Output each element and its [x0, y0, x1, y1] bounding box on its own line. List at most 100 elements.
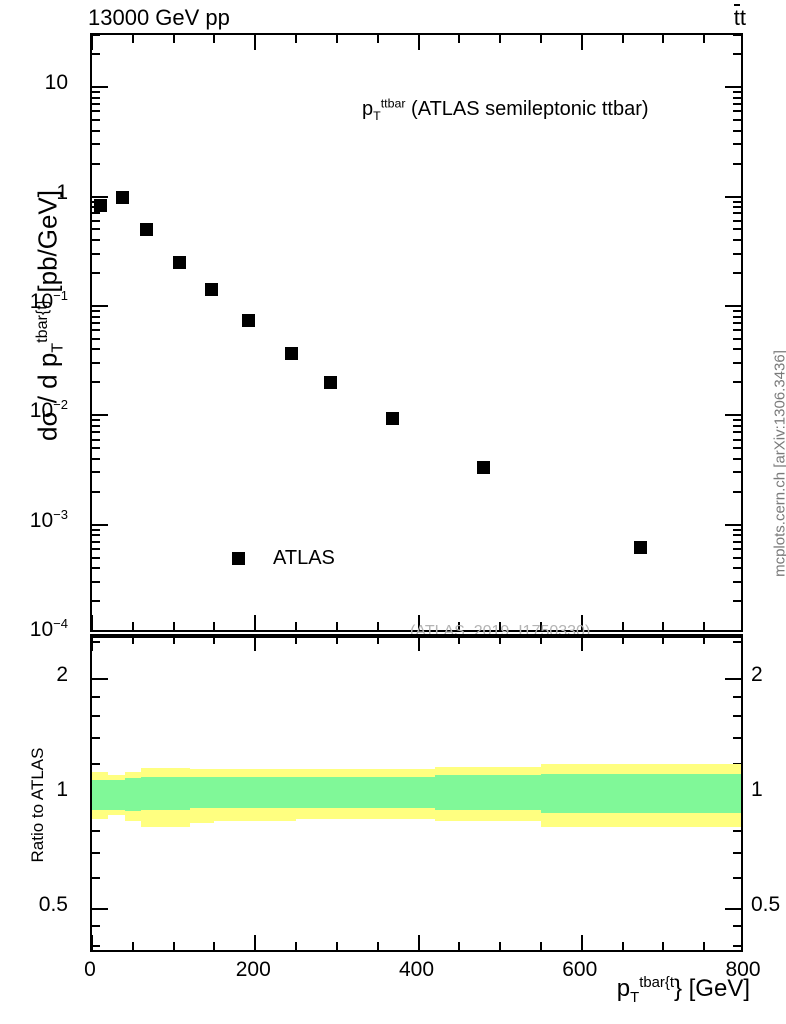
x-tick-top: [295, 35, 298, 43]
y-tick-minor-right: [733, 206, 741, 209]
y-tick-minor-left: [92, 212, 100, 215]
x-tick-bottom: [580, 935, 583, 950]
y-tick-major-left: [92, 523, 108, 526]
x-tick-bottom: [213, 622, 216, 630]
y-tick-minor-left: [92, 580, 100, 583]
ratio-y-tick-label-left: 1: [56, 778, 68, 801]
x-tick-bottom: [499, 622, 502, 630]
ratio-y-tick-major-left: [92, 678, 108, 681]
y-tick-minor-left: [92, 567, 100, 570]
y-tick-minor-right: [733, 91, 741, 94]
ratio-y-tick-minor-right: [733, 641, 741, 644]
x-tick-top: [703, 35, 706, 43]
y-tick-minor-right: [733, 431, 741, 434]
x-tick-top: [376, 636, 379, 644]
y-tick-minor-left: [92, 239, 100, 242]
ratio-y-tick-label-left: 2: [56, 663, 68, 687]
x-tick-bottom: [335, 942, 338, 950]
main-y-tick-label: 10: [44, 71, 68, 95]
y-tick-minor-right: [733, 337, 741, 340]
x-tick-top: [417, 35, 420, 50]
y-tick-minor-left: [92, 381, 100, 384]
ratio-band-inner-green: [140, 776, 166, 810]
y-tick-minor-left: [92, 162, 100, 165]
x-tick-top: [172, 35, 175, 43]
data-point-marker: [115, 191, 129, 205]
data-point-marker: [323, 375, 337, 389]
x-tick-top: [254, 35, 257, 50]
y-tick-minor-right: [733, 212, 741, 215]
main-y-tick-label: 1: [56, 180, 68, 204]
plot-title-rest: (ATLAS semileptonic ttbar): [405, 98, 649, 120]
ratio-band-inner-green: [165, 776, 190, 810]
x-tick-top: [539, 35, 542, 43]
ratio-y-tick-major-left: [92, 907, 108, 910]
x-title-pre: p: [616, 975, 631, 1002]
y-tick-minor-right: [733, 119, 741, 122]
y-tick-minor-right: [733, 381, 741, 384]
ratio-y-tick-minor-left: [92, 695, 100, 698]
y-tick-minor-right: [733, 329, 741, 332]
main-y-tick-label: 10−2: [29, 397, 68, 423]
ratio-plot-area: [92, 636, 741, 950]
ratio-band-inner-green: [540, 773, 623, 814]
ratio-y-tick-minor-left: [92, 944, 100, 947]
y-tick-minor-right: [733, 567, 741, 570]
y-tick-minor-left: [92, 110, 100, 113]
x-tick-bottom: [703, 942, 706, 950]
y-tick-minor-right: [733, 438, 741, 441]
x-tick-bottom: [92, 935, 93, 950]
y-tick-minor-right: [733, 252, 741, 255]
ratio-y-tick-minor-left: [92, 641, 100, 644]
y-tick-minor-right: [733, 309, 741, 312]
ratio-y-tick-label-right: 0.5: [751, 892, 781, 916]
data-point-marker: [93, 199, 107, 213]
y-tick-minor-left: [92, 329, 100, 332]
ratio-y-tick-minor-left: [92, 851, 100, 854]
y-tick-minor-right: [733, 348, 741, 351]
y-tick-minor-right: [733, 35, 741, 36]
y-tick-minor-right: [733, 471, 741, 474]
x-tick-bottom: [662, 622, 665, 630]
legend-label-atlas: ATLAS: [273, 547, 335, 569]
main-y-tick-label: 10−1: [29, 287, 68, 313]
x-tick-bottom: [254, 935, 257, 950]
y-tick-minor-right: [733, 129, 741, 132]
x-tick-top: [92, 636, 93, 651]
y-tick-minor-left: [92, 471, 100, 474]
y-tick-major-right: [725, 414, 741, 417]
x-tick-bottom: [92, 615, 93, 630]
data-point-marker: [634, 540, 648, 554]
y-tick-minor-left: [92, 457, 100, 460]
y-tick-minor-right: [733, 110, 741, 113]
legend: ATLAS: [232, 547, 335, 570]
x-tick-label: 800: [725, 958, 761, 981]
y-tick-minor-left: [92, 129, 100, 132]
x-tick-top: [213, 35, 216, 43]
ratio-band-inner-green: [189, 776, 215, 808]
y-tick-minor-right: [733, 556, 741, 559]
x-tick-bottom: [295, 942, 298, 950]
data-point-marker: [477, 461, 491, 475]
y-tick-minor-right: [733, 103, 741, 106]
data-point-marker: [242, 314, 256, 328]
ratio-band-inner-green: [296, 776, 354, 808]
main-y-tick-label: 10−4: [29, 616, 68, 641]
x-tick-bottom: [131, 942, 134, 950]
ratio-band-inner-green: [238, 776, 297, 808]
x-tick-top: [703, 636, 706, 644]
ratio-band-inner-green: [434, 775, 484, 810]
x-tick-top: [458, 35, 461, 43]
x-tick-top: [254, 636, 257, 651]
y-tick-minor-left: [92, 143, 100, 146]
y-tick-minor-left: [92, 447, 100, 450]
x-tick-bottom: [376, 942, 379, 950]
x-tick-top: [621, 35, 624, 43]
plot-title-pre: p: [362, 98, 374, 120]
y-tick-minor-right: [733, 162, 741, 165]
y-tick-minor-right: [733, 239, 741, 242]
plot-title: pTttbar (ATLAS semileptonic ttbar): [362, 97, 649, 122]
x-tick-bottom: [172, 622, 175, 630]
x-tick-bottom: [295, 622, 298, 630]
ratio-plot-panel: [90, 634, 743, 952]
